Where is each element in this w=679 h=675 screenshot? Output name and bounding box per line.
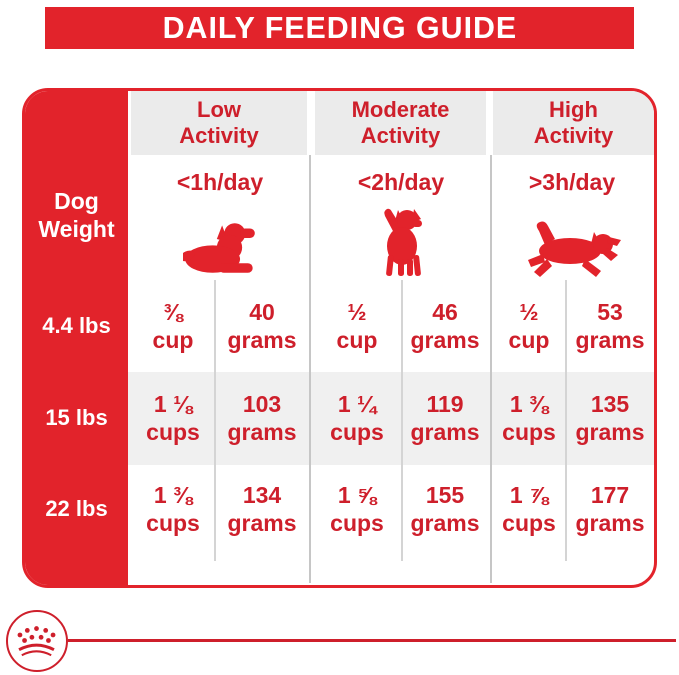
cell-unit: grams	[575, 510, 645, 536]
high-label-line1: High	[549, 97, 598, 122]
column-header-moderate-activity: Moderate Activity	[315, 97, 486, 149]
cell-unit: grams	[410, 327, 480, 353]
cell-22lbs-moderate-cups: 1 ⅝ cups	[312, 480, 402, 538]
cell-amount: 1 ⅞	[509, 482, 549, 508]
footer-rule	[68, 639, 676, 642]
cell-4-4lbs-low-cups: ⅜ cup	[128, 297, 218, 355]
standing-dog-icon	[384, 208, 422, 277]
cell-amount: 1 ¼	[337, 391, 377, 417]
cell-amount: 155	[425, 482, 465, 508]
cell-amount: ½	[347, 299, 367, 325]
lying-dog-icon	[183, 223, 255, 273]
cell-4-4lbs-high-grams: 53 grams	[565, 297, 654, 355]
column-header-low-activity: Low Activity	[131, 97, 307, 149]
exercise-duration-low: <1h/day	[176, 169, 264, 195]
column-divider	[490, 155, 492, 583]
weight-label-4-4-lbs: 4.4 lbs	[42, 313, 111, 338]
cell-amount: 1 ⅜	[153, 482, 193, 508]
cell-amount: 1 ⅝	[337, 482, 377, 508]
header-band-high	[493, 91, 654, 155]
cell-15lbs-high-grams: 135 grams	[565, 389, 654, 447]
cell-amount: 135	[590, 391, 630, 417]
brand-logo-circle	[6, 610, 68, 672]
crown-logo-icon	[17, 626, 56, 657]
cell-unit: grams	[410, 510, 480, 536]
cell-22lbs-low-cups: 1 ⅜ cups	[128, 480, 218, 538]
cell-amount: 53	[597, 299, 623, 325]
column-header-high-activity: High Activity	[493, 97, 654, 149]
cell-unit: grams	[227, 327, 297, 353]
low-label-line2: Activity	[179, 123, 259, 148]
cell-unit: grams	[410, 419, 480, 445]
cell-22lbs-moderate-grams: 155 grams	[400, 480, 490, 538]
weight-label-15-lbs: 15 lbs	[45, 405, 108, 430]
cell-unit: cups	[502, 510, 556, 536]
cell-15lbs-high-cups: 1 ⅜ cups	[484, 389, 574, 447]
cell-amount: 1 ⅛	[153, 391, 193, 417]
moderate-label-line2: Activity	[360, 123, 441, 148]
cell-amount: ½	[519, 299, 539, 325]
subcolumn-divider	[565, 280, 567, 561]
exercise-duration-moderate: <2h/day	[357, 169, 445, 195]
cell-15lbs-low-grams: 103 grams	[217, 389, 307, 447]
cell-22lbs-low-grams: 134 grams	[217, 480, 307, 538]
cell-15lbs-moderate-cups: 1 ¼ cups	[312, 389, 402, 447]
page-title: DAILY FEEDING GUIDE	[162, 10, 517, 45]
cell-22lbs-high-grams: 177 grams	[565, 480, 654, 538]
subcolumn-divider	[401, 280, 403, 561]
cell-unit: cups	[330, 419, 384, 445]
weight-header-line1: Dog	[54, 188, 99, 214]
title-banner: DAILY FEEDING GUIDE	[45, 7, 634, 49]
cell-unit: cups	[146, 510, 200, 536]
exercise-duration-high: >3h/day	[528, 169, 616, 195]
weight-column	[25, 91, 128, 585]
cell-unit: cup	[152, 327, 194, 353]
cell-amount: ⅜	[163, 299, 183, 325]
cell-4-4lbs-low-grams: 40 grams	[217, 297, 307, 355]
header-band-low	[131, 91, 307, 155]
cell-unit: cups	[146, 419, 200, 445]
subcolumn-divider	[214, 280, 216, 561]
weight-label-22-lbs: 22 lbs	[45, 496, 108, 521]
cell-amount: 1 ⅜	[509, 391, 549, 417]
cell-unit: cup	[336, 327, 378, 353]
running-dog-icon	[528, 221, 621, 277]
cell-unit: grams	[227, 510, 297, 536]
cell-amount: 46	[432, 299, 458, 325]
cell-unit: cups	[330, 510, 384, 536]
feeding-table: Dog Weight 4.4 lbs 15 lbs 22 lbs Low Act…	[22, 88, 657, 588]
column-divider	[309, 155, 311, 583]
high-label-line2: Activity	[533, 123, 614, 148]
cell-15lbs-low-cups: 1 ⅛ cups	[128, 389, 218, 447]
moderate-label-line1: Moderate	[351, 97, 450, 122]
header-band-moderate	[315, 91, 486, 155]
low-label-line1: Low	[197, 97, 241, 122]
cell-amount: 119	[426, 391, 464, 417]
cell-amount: 103	[242, 391, 282, 417]
cell-amount: 134	[242, 482, 282, 508]
cell-4-4lbs-moderate-cups: ½ cup	[312, 297, 402, 355]
cell-4-4lbs-high-cups: ½ cup	[484, 297, 574, 355]
cell-unit: grams	[575, 419, 645, 445]
cell-amount: 40	[249, 299, 275, 325]
cell-amount: 177	[590, 482, 630, 508]
cell-22lbs-high-cups: 1 ⅞ cups	[484, 480, 574, 538]
cell-15lbs-moderate-grams: 119 grams	[400, 389, 490, 447]
weight-column-header: Dog Weight	[25, 187, 128, 243]
weight-header-line2: Weight	[38, 216, 115, 242]
cell-4-4lbs-moderate-grams: 46 grams	[400, 297, 490, 355]
cell-unit: grams	[227, 419, 297, 445]
cell-unit: grams	[575, 327, 645, 353]
cell-unit: cup	[508, 327, 550, 353]
cell-unit: cups	[502, 419, 556, 445]
